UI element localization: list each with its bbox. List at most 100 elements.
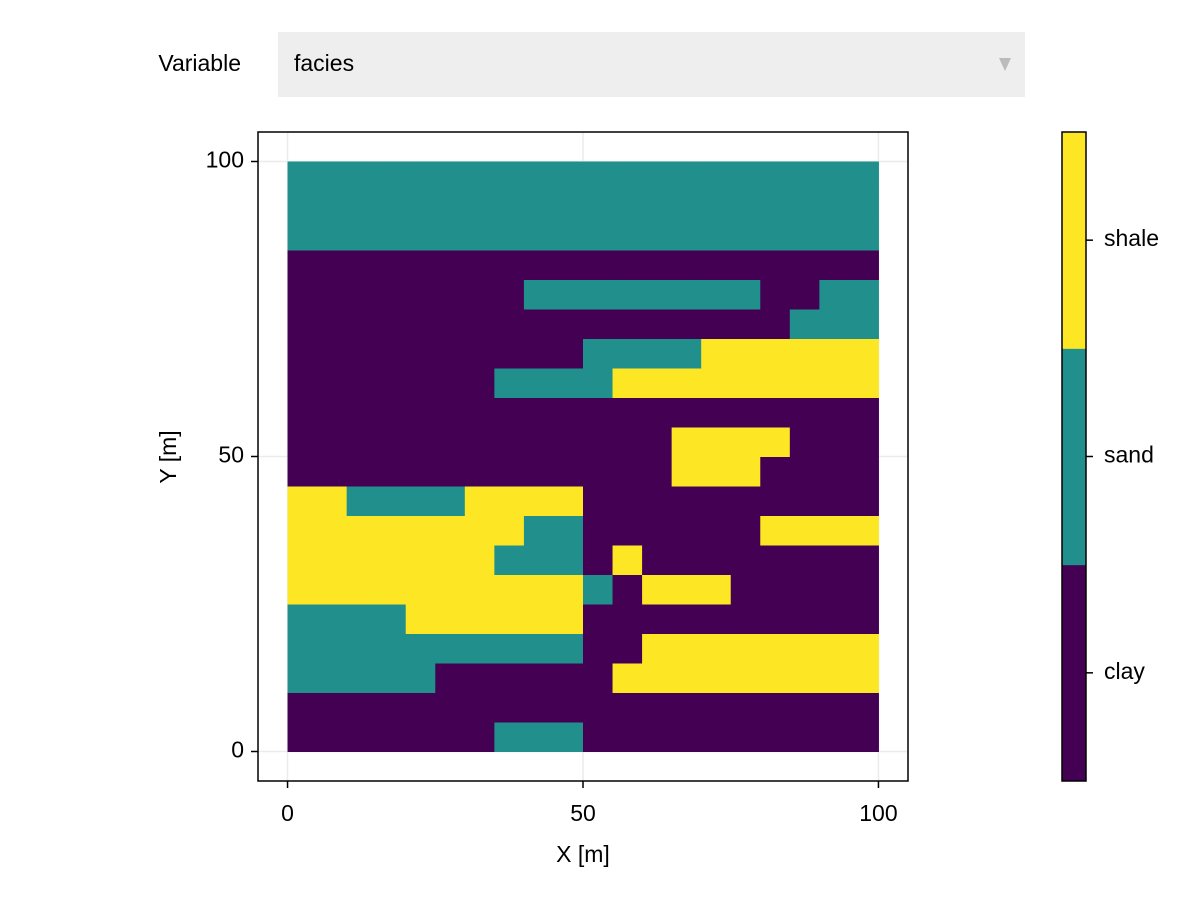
- heatmap-cell: [435, 633, 466, 664]
- heatmap-cell: [317, 427, 348, 457]
- heatmap-cell: [435, 604, 466, 634]
- heatmap-cell: [346, 309, 377, 339]
- heatmap-cell: [760, 368, 791, 398]
- heatmap-cell: [612, 722, 643, 752]
- heatmap-cell: [287, 456, 318, 487]
- heatmap-cell: [405, 574, 436, 605]
- heatmap-cell: [612, 515, 643, 546]
- heatmap-cell: [464, 515, 495, 546]
- heatmap-cell: [642, 574, 673, 605]
- heatmap-cell: [376, 338, 407, 369]
- heatmap-cell: [701, 574, 732, 605]
- heatmap-cell: [553, 456, 584, 487]
- heatmap-cell: [730, 309, 761, 339]
- heatmap-cell: [464, 250, 495, 280]
- heatmap-cell: [464, 663, 495, 693]
- axes-frame: [257, 131, 909, 782]
- heatmap-cell: [523, 633, 554, 664]
- heatmap-cell: [730, 604, 761, 634]
- heatmap-cell: [612, 309, 643, 339]
- heatmap-cell: [583, 368, 614, 398]
- heatmap-cell: [435, 368, 466, 398]
- y-tick-label: 100: [206, 147, 244, 173]
- heatmap-cell: [789, 545, 820, 575]
- heatmap-cell: [583, 161, 614, 192]
- heatmap-cell: [405, 456, 436, 487]
- heatmap-cell: [612, 663, 643, 693]
- dropdown-arrow[interactable]: [999, 58, 1011, 71]
- heatmap-cell: [642, 191, 673, 221]
- dropdown-box[interactable]: [278, 32, 1025, 97]
- heatmap-cell: [523, 515, 554, 546]
- heatmap-cell: [760, 515, 791, 546]
- heatmap-cell: [523, 722, 554, 752]
- heatmap-cell: [464, 456, 495, 487]
- dropdown-value[interactable]: facies: [294, 50, 354, 76]
- heatmap-cell: [287, 633, 318, 664]
- heatmap-cell: [730, 338, 761, 369]
- heatmap-cell: [346, 663, 377, 693]
- heatmap-cell: [583, 722, 614, 752]
- heatmap-cell: [464, 574, 495, 605]
- colorbar-label: shale: [1104, 225, 1159, 251]
- heatmap-cell: [671, 692, 702, 723]
- heatmap-cell: [464, 545, 495, 575]
- heatmap-cell: [523, 279, 554, 310]
- heatmap-cell: [464, 427, 495, 457]
- heatmap-cell: [848, 633, 879, 664]
- heatmap-cell: [464, 338, 495, 369]
- heatmap-cell: [612, 574, 643, 605]
- heatmap-cell: [553, 722, 584, 752]
- heatmap-cell: [464, 191, 495, 221]
- heatmap-cell: [819, 191, 850, 221]
- heatmap-cell: [287, 191, 318, 221]
- heatmap-cell: [553, 220, 584, 251]
- heatmap-cell: [701, 161, 732, 192]
- heatmap-cell: [760, 250, 791, 280]
- heatmap-cell: [287, 309, 318, 339]
- heatmap-cell: [789, 515, 820, 546]
- heatmap-cell: [671, 515, 702, 546]
- heatmap-cell: [376, 397, 407, 428]
- heatmap-cell: [819, 663, 850, 693]
- heatmap-cell: [287, 250, 318, 280]
- heatmap-cell: [730, 427, 761, 457]
- heatmap-cell: [701, 486, 732, 516]
- heatmap-cell: [317, 515, 348, 546]
- heatmap-cell: [346, 279, 377, 310]
- heatmap-cell: [317, 161, 348, 192]
- heatmap-cell: [848, 191, 879, 221]
- heatmap-cell: [612, 545, 643, 575]
- heatmap-cell: [671, 456, 702, 487]
- heatmap-cell: [435, 574, 466, 605]
- heatmap-cell: [494, 427, 525, 457]
- heatmap-cell: [701, 663, 732, 693]
- dropdown[interactable]: facies: [278, 32, 1025, 97]
- heatmap-cell: [789, 338, 820, 369]
- heatmap-cell: [642, 309, 673, 339]
- heatmap-cell: [819, 633, 850, 664]
- heatmap-cell: [376, 456, 407, 487]
- heatmap-cell: [523, 663, 554, 693]
- heatmap-cell: [583, 397, 614, 428]
- heatmap-cell: [642, 220, 673, 251]
- heatmap-cell: [848, 397, 879, 428]
- heatmap-cell: [612, 604, 643, 634]
- heatmap-cell: [405, 279, 436, 310]
- heatmap-cell: [346, 250, 377, 280]
- heatmap-cell: [287, 427, 318, 457]
- heatmap-cell: [848, 604, 879, 634]
- heatmap-cell: [464, 161, 495, 192]
- heatmap-cell: [848, 220, 879, 251]
- heatmap-cell: [819, 338, 850, 369]
- heatmap-cell: [583, 604, 614, 634]
- heatmap-cell: [494, 633, 525, 664]
- heatmap-cell: [376, 663, 407, 693]
- heatmap-cell: [701, 191, 732, 221]
- heatmap-cell: [612, 456, 643, 487]
- heatmap-cell: [405, 486, 436, 516]
- heatmap-cell: [376, 633, 407, 664]
- heatmap-cell: [287, 692, 318, 723]
- y-tick-label: 0: [231, 737, 244, 763]
- heatmap-cell: [819, 279, 850, 310]
